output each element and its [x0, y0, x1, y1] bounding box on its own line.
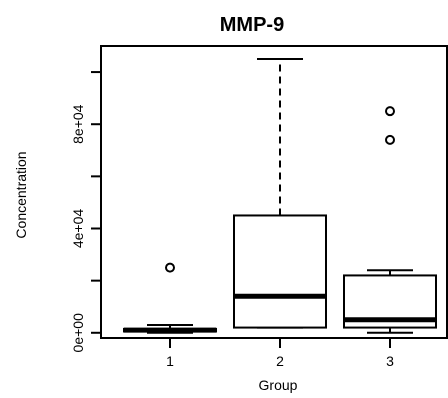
- outlier-point: [165, 262, 175, 273]
- x-tick-label: 2: [276, 353, 284, 369]
- outlier-point: [385, 106, 395, 117]
- y-axis-label: Concentration: [13, 151, 29, 238]
- y-tick-label: 4e+04: [70, 209, 86, 249]
- y-tick-label: 8e+04: [70, 104, 86, 144]
- x-tick-label: 3: [386, 353, 394, 369]
- box-group-3: [343, 106, 437, 334]
- box-group-2: [233, 58, 327, 329]
- x-axis-label: Group: [259, 377, 298, 393]
- y-axis: 0e+00 4e+04 8e+04: [70, 71, 101, 353]
- x-axis: 1 2 3: [166, 338, 394, 369]
- plot-frame: [100, 45, 448, 339]
- y-tick-label: 0e+00: [70, 313, 86, 353]
- box-series: [123, 58, 437, 334]
- outlier-point: [385, 134, 395, 145]
- chart-title: MMP-9: [220, 14, 284, 36]
- x-tick-label: 1: [166, 353, 174, 369]
- box-group-1: [123, 262, 217, 334]
- box-iqr: [233, 214, 327, 329]
